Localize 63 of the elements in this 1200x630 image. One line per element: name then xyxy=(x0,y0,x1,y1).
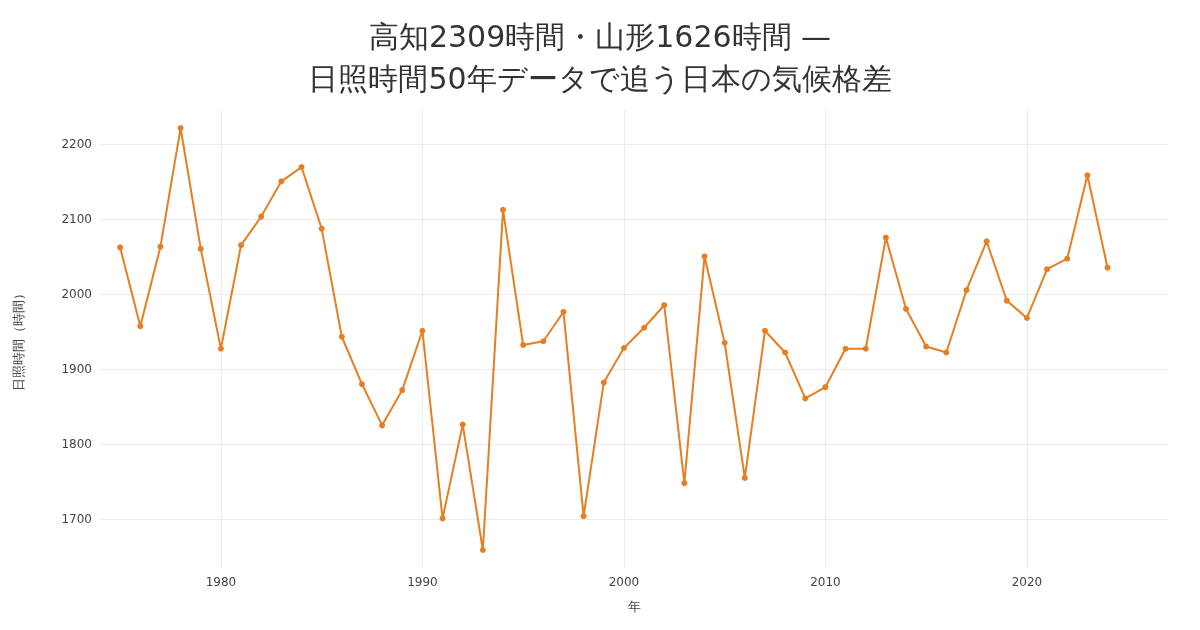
point xyxy=(318,225,325,232)
point xyxy=(983,238,990,245)
x-tick-label: 2000 xyxy=(608,575,640,589)
x-tick-label: 1990 xyxy=(407,575,438,589)
point xyxy=(903,305,910,312)
point xyxy=(298,164,305,171)
point xyxy=(842,345,849,352)
x-tick-label: 2020 xyxy=(1011,575,1043,589)
y-tick-label: 1700 xyxy=(61,512,92,527)
point xyxy=(560,308,567,315)
point xyxy=(419,327,426,334)
point xyxy=(258,213,265,220)
point xyxy=(641,324,648,331)
point xyxy=(761,327,768,334)
point xyxy=(701,253,708,260)
point xyxy=(923,343,930,350)
chart-title: 高知2309時間・山形1626時間 — 日照時間50年データで追う日本の気候格差 xyxy=(308,18,892,96)
point xyxy=(520,342,527,348)
point xyxy=(117,244,124,251)
point xyxy=(963,287,970,294)
point xyxy=(600,379,607,386)
point xyxy=(782,349,789,356)
point xyxy=(379,422,386,429)
point xyxy=(338,333,345,340)
point xyxy=(157,243,164,250)
point xyxy=(217,345,224,352)
y-tick-label: 2100 xyxy=(61,211,92,226)
point xyxy=(721,339,728,346)
point xyxy=(882,234,889,241)
y-tick-label: 2000 xyxy=(61,286,92,301)
point xyxy=(278,178,285,185)
y-tick-label: 1900 xyxy=(61,362,92,377)
x-tick-label: 2010 xyxy=(810,575,841,589)
point xyxy=(661,302,668,309)
point xyxy=(358,381,365,388)
point xyxy=(943,349,950,356)
y-tick-label: 2200 xyxy=(61,136,92,151)
y-axis-title: 日照時間（時間） xyxy=(11,287,26,391)
y-tick-label: 1800 xyxy=(61,437,92,452)
point xyxy=(1084,172,1091,179)
point xyxy=(399,387,406,394)
point xyxy=(238,242,245,249)
point xyxy=(479,546,486,553)
point xyxy=(197,245,204,252)
point xyxy=(620,345,627,352)
point xyxy=(459,421,466,428)
point xyxy=(1064,255,1071,262)
point xyxy=(500,206,507,213)
point xyxy=(1003,297,1010,304)
point xyxy=(439,515,446,522)
point xyxy=(681,480,688,487)
point xyxy=(1023,314,1030,321)
point xyxy=(741,474,748,481)
point xyxy=(540,338,547,345)
x-tick-label: 1980 xyxy=(205,575,237,589)
point xyxy=(1044,266,1051,273)
point xyxy=(580,513,587,520)
point xyxy=(862,345,869,352)
point xyxy=(802,395,809,402)
point xyxy=(822,384,829,391)
point xyxy=(137,323,144,330)
x-axis-title: 年 xyxy=(627,599,641,614)
point xyxy=(177,125,184,132)
